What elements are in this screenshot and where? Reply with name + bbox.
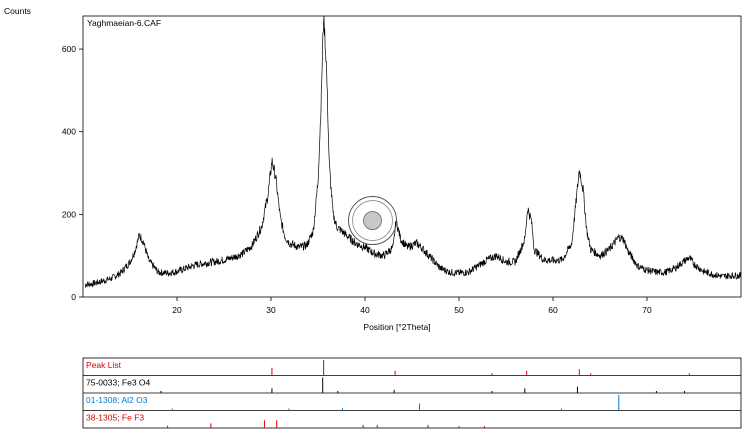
x-axis-title: Position [°2Theta]	[363, 322, 430, 332]
x-tick-label: 70	[642, 305, 652, 315]
x-tick-label: 40	[360, 305, 370, 315]
x-axis: 20 30 40 50 60 70	[172, 297, 652, 315]
xrd-trace-line	[84, 15, 741, 289]
x-tick-label: 60	[548, 305, 558, 315]
cursor-dot	[363, 211, 382, 230]
plot-area[interactable]	[82, 15, 742, 298]
y-tick-label: 0	[71, 292, 76, 302]
y-tick-label: 200	[62, 209, 76, 219]
x-tick-label: 20	[172, 305, 182, 315]
y-tick-label: 600	[62, 44, 76, 54]
peak-list-panel: Peak List 75-0033; Fe3 O4 01-1308; Al2 O3 3…	[82, 357, 742, 429]
xrd-pattern-chart: Counts Yaghmaeian-6.CAF 0 200 400 600 20 30 4…	[4, 6, 742, 332]
y-tick-label: 400	[62, 127, 76, 137]
cursor-inner-ring	[352, 200, 393, 241]
chart-title: Yaghmaeian-6.CAF	[87, 18, 161, 28]
x-tick-label: 30	[266, 305, 276, 315]
peak-row-label: 38-1305; Fe F3	[86, 413, 144, 423]
x-tick-label: 50	[454, 305, 464, 315]
peak-row-label: Peak List	[86, 360, 122, 370]
y-axis: 0 200 400 600	[62, 44, 83, 302]
cursor-indicator	[348, 196, 398, 246]
cursor-outer-ring	[348, 196, 398, 246]
peak-row-label: 01-1308; Al2 O3	[86, 395, 148, 405]
y-axis-title: Counts	[4, 6, 31, 16]
peak-row-label: 75-0033; Fe3 O4	[86, 378, 151, 388]
